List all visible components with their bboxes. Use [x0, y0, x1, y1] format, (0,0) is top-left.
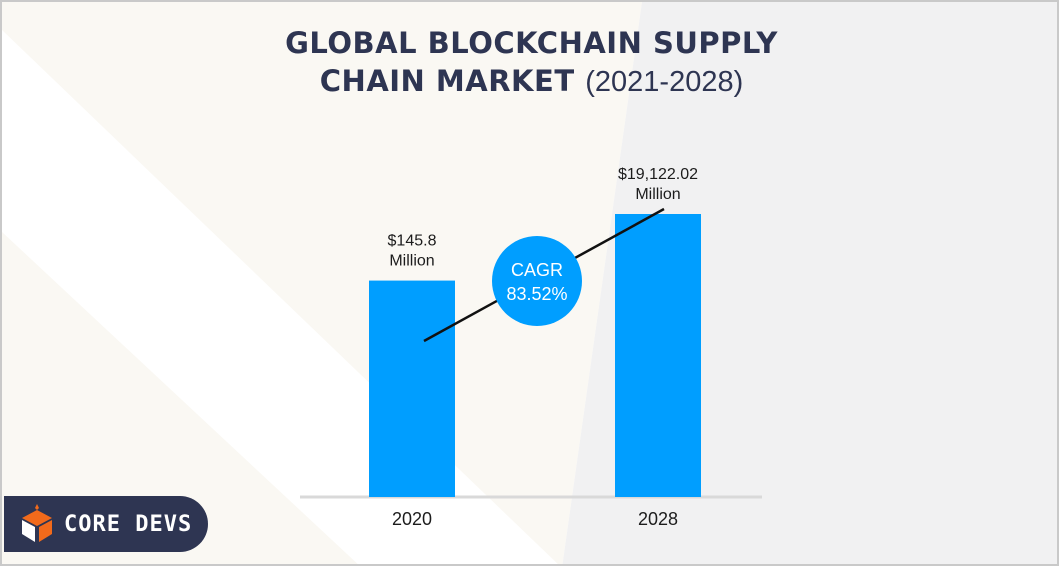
value-label-2028-unit: Million — [635, 186, 680, 203]
chart-title-line2: CHAIN MARKET (2021-2028) — [2, 64, 1057, 99]
bar-2020 — [369, 280, 455, 497]
cagr-value: 83.52% — [506, 284, 567, 304]
bar-2028 — [615, 214, 701, 497]
value-label-2028-amount: $19,122.02 — [618, 166, 698, 183]
chart-title-main: CHAIN MARKET — [319, 64, 575, 98]
value-label-2020-amount: $145.8 — [388, 233, 437, 250]
x-tick-label-2028: 2028 — [638, 509, 678, 529]
cagr-circle — [492, 236, 582, 326]
cagr-label: CAGR — [511, 260, 563, 280]
chart-title-line1: GLOBAL BLOCKCHAIN SUPPLY — [285, 26, 778, 60]
value-label-2020-unit: Million — [389, 253, 434, 270]
logo-text: CORE DEVS — [64, 511, 193, 537]
core-devs-logo: CORE DEVS — [4, 496, 208, 552]
core-devs-logo-icon — [22, 504, 52, 542]
x-tick-label-2020: 2020 — [392, 509, 432, 529]
background-left-panel — [2, 2, 642, 564]
chart-title-years: (2021-2028) — [585, 66, 744, 98]
